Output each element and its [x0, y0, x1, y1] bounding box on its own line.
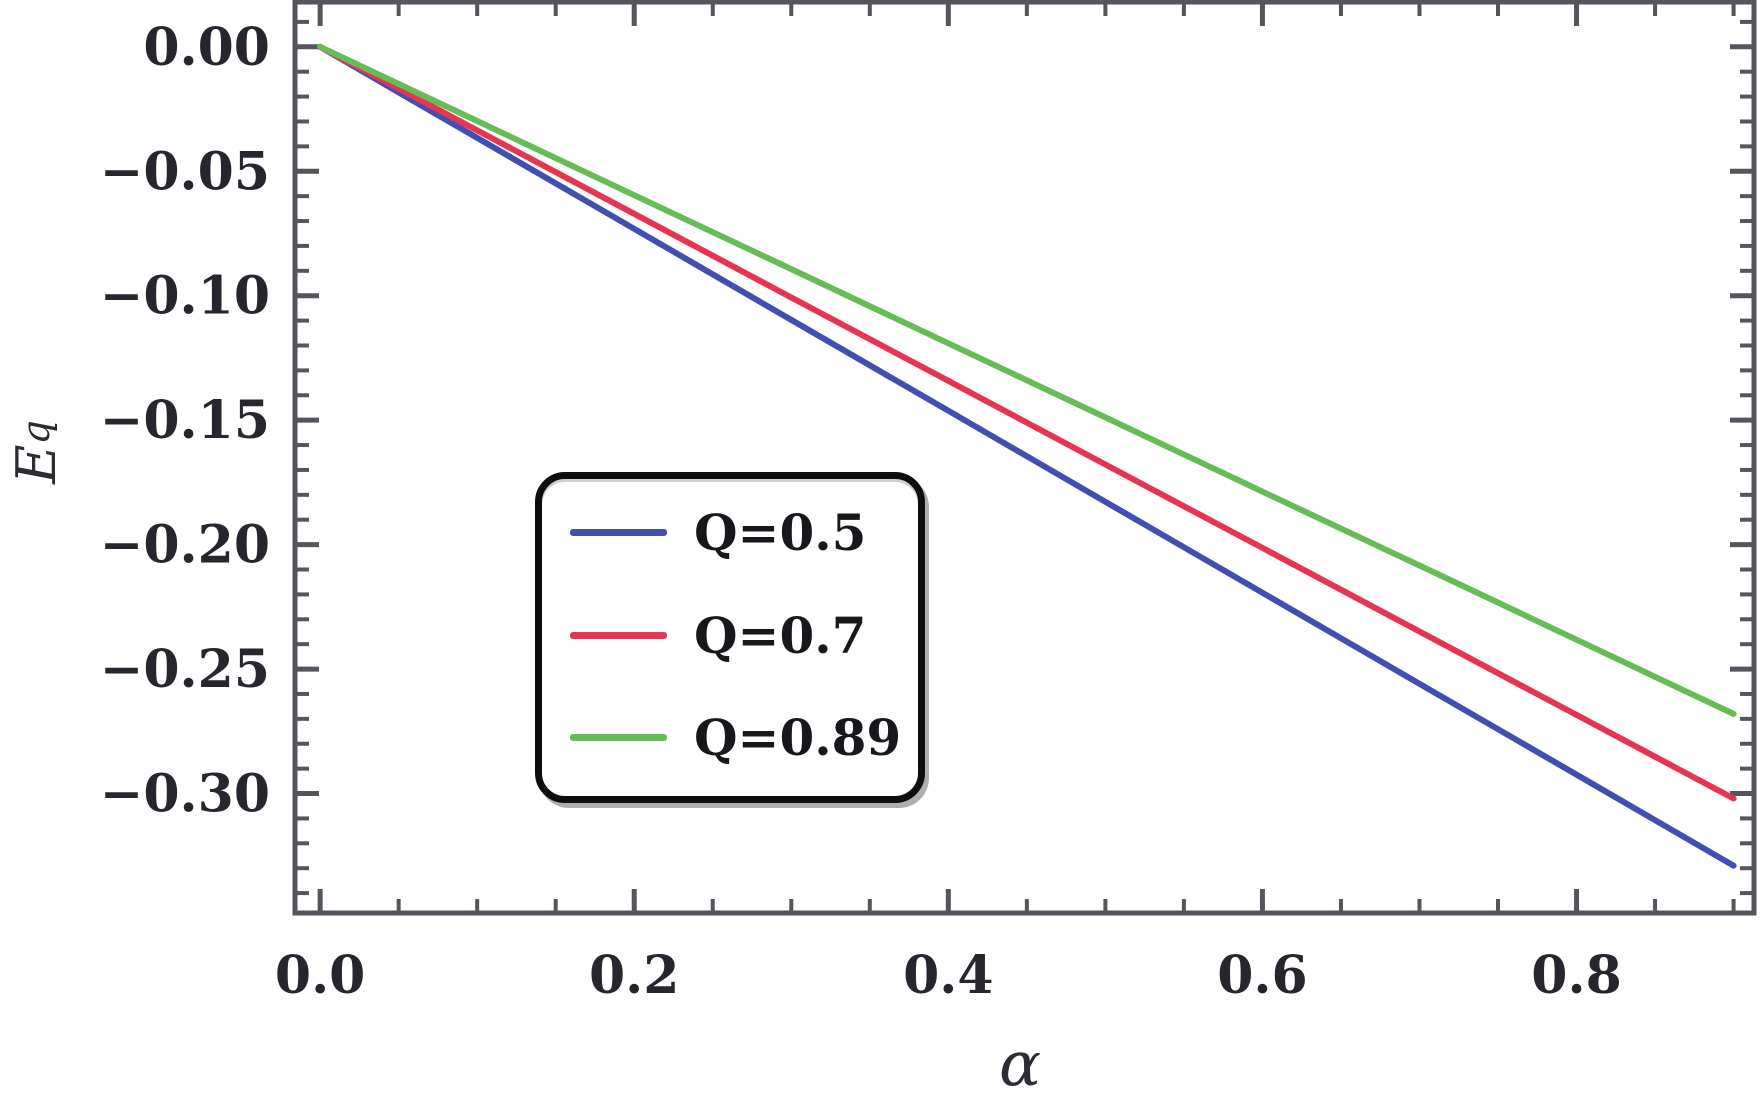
y-tick-label: 0.00	[143, 17, 270, 78]
series-line-0	[317, 43, 1737, 869]
legend-label: Q=0.7	[694, 605, 867, 665]
y-tick-label: −0.15	[100, 390, 270, 451]
series-line-1	[317, 43, 1737, 802]
x-tick-label: 0.2	[589, 945, 679, 1006]
y-tick-label: −0.25	[100, 639, 270, 700]
y-tick-label: −0.30	[100, 764, 270, 825]
y-tick-label: −0.10	[100, 266, 270, 327]
y-axis-label-main: E	[4, 444, 68, 484]
x-tick-label: 0.4	[903, 945, 993, 1006]
legend: Q=0.5 Q=0.7 Q=0.89	[535, 472, 925, 803]
plot-frame	[292, 0, 1757, 916]
legend-item: Q=0.5	[542, 502, 918, 562]
series-line-2	[317, 43, 1737, 717]
legend-label: Q=0.89	[694, 707, 902, 767]
x-tick-label: 0.0	[275, 945, 365, 1006]
legend-item: Q=0.7	[542, 605, 918, 665]
x-tick-label: 0.8	[1531, 945, 1621, 1006]
legend-line-swatch-green	[570, 733, 667, 741]
legend-item: Q=0.89	[542, 707, 918, 767]
y-tick-label: −0.20	[100, 515, 270, 576]
x-axis-label: α	[999, 1026, 1041, 1100]
legend-line-swatch-red	[570, 631, 667, 639]
legend-line-swatch-blue	[570, 528, 667, 536]
legend-label: Q=0.5	[694, 502, 867, 562]
x-tick-label: 0.6	[1217, 945, 1307, 1006]
y-tick-label: −0.05	[100, 141, 270, 202]
